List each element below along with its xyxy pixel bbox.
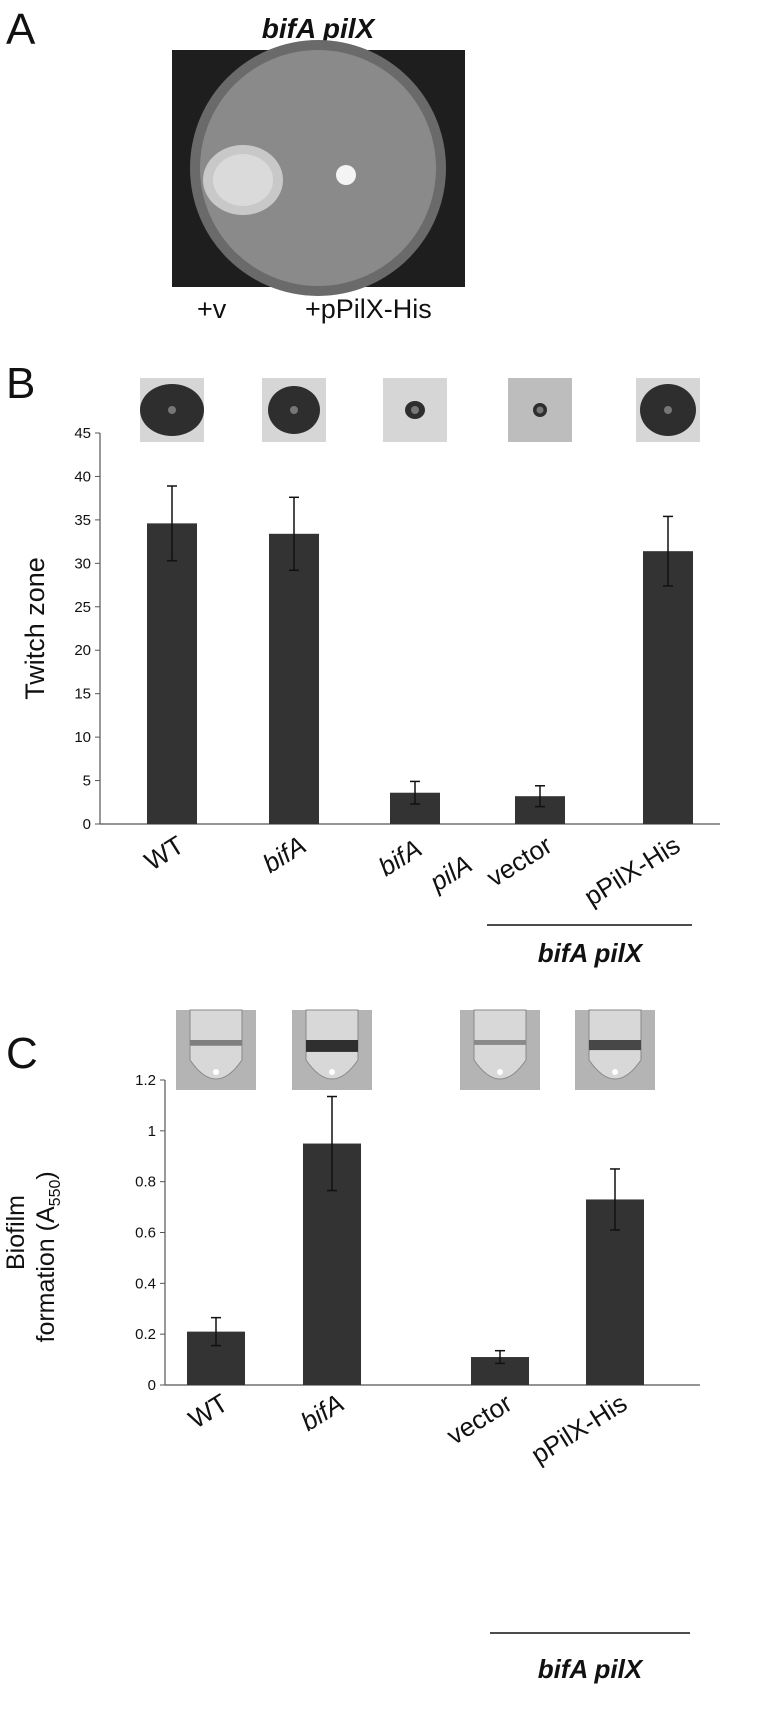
thumbnail-photo	[292, 1009, 372, 1090]
x-tick-label: pPilX-His	[579, 830, 686, 912]
glare	[612, 1069, 618, 1075]
bar	[147, 523, 197, 824]
y-tick-label: 10	[74, 729, 91, 746]
glare	[213, 1069, 219, 1075]
thumbnail-photo	[460, 1009, 540, 1090]
x-tick-label: pPilX-His	[526, 1388, 633, 1470]
y-tick-label: 1	[148, 1123, 156, 1140]
error-bar	[289, 496, 299, 572]
error-bar	[410, 780, 420, 805]
bar	[643, 551, 693, 824]
y-tick-label: 20	[74, 642, 91, 659]
error-bar	[495, 1349, 505, 1365]
biofilm-ring	[190, 1040, 242, 1046]
panel-letter: C	[6, 1029, 38, 1078]
y-axis-label: Twitch zone	[20, 557, 50, 700]
thumbnail-photo	[508, 378, 572, 442]
y-tick-label: 25	[74, 599, 91, 616]
error-bar	[663, 515, 673, 587]
y-tick-label: 45	[74, 425, 91, 442]
group-label: bifA pilX	[538, 938, 644, 968]
y-tick-label: 0.6	[135, 1225, 156, 1242]
glare	[497, 1069, 503, 1075]
error-bar	[610, 1168, 620, 1231]
biofilm-ring	[589, 1040, 641, 1051]
biofilm-ring	[306, 1040, 358, 1052]
thumbnail-photo	[262, 378, 326, 442]
y-axis-label-part: )	[32, 1171, 60, 1179]
x-tick-label: vector	[441, 1387, 517, 1450]
thumbnail-photo	[140, 378, 204, 442]
bar	[269, 533, 319, 824]
thumbnail-photo	[383, 378, 447, 442]
x-tick-label: bifA	[257, 830, 311, 879]
thumbnail-photo	[575, 1009, 655, 1090]
y-tick-label: 0.8	[135, 1174, 156, 1191]
thumbnail-photo	[636, 378, 700, 442]
error-bar	[535, 785, 545, 808]
y-tick-label: 5	[83, 773, 91, 790]
x-tick-label: WT	[183, 1388, 233, 1435]
glare	[329, 1069, 335, 1075]
error-bar	[167, 485, 177, 562]
plate-label: +pPilX-His	[305, 294, 432, 324]
group-label: bifA pilX	[538, 1654, 644, 1684]
y-tick-label: 15	[74, 686, 91, 703]
y-tick-label: 0	[148, 1377, 156, 1394]
y-tick-label: 0.2	[135, 1326, 156, 1343]
y-axis-label-part: 550	[47, 1180, 64, 1207]
y-axis-label: Biofilm	[2, 1195, 30, 1270]
panel-letter: A	[6, 5, 36, 54]
x-tick-label: vector	[481, 829, 557, 892]
thumbnail-photo	[176, 1009, 256, 1090]
y-tick-label: 0.4	[135, 1275, 156, 1292]
colony-center	[411, 406, 419, 414]
plate-title: bifA pilX	[262, 13, 377, 44]
error-bar	[211, 1316, 221, 1347]
colony-center	[536, 406, 544, 414]
colony-center	[290, 406, 298, 414]
x-tick-label: bifA pilA	[373, 815, 477, 916]
colony-center	[168, 406, 176, 414]
y-tick-label: 0	[83, 816, 91, 833]
colony-center	[664, 406, 672, 414]
plate-photo	[172, 40, 465, 296]
y-axis-label: formation (A550)	[32, 1171, 64, 1342]
y-tick-label: 40	[74, 468, 91, 485]
biofilm-ring	[474, 1040, 526, 1045]
y-axis-label-part: formation (A	[32, 1206, 60, 1342]
plate-label: +v	[197, 294, 227, 324]
y-tick-label: 30	[74, 555, 91, 572]
x-tick-label: bifA	[295, 1388, 349, 1437]
error-bar	[327, 1095, 337, 1192]
y-tick-label: 35	[74, 512, 91, 529]
x-tick-label: WT	[139, 830, 189, 877]
y-tick-label: 1.2	[135, 1072, 156, 1089]
panel-letter: B	[6, 359, 35, 408]
